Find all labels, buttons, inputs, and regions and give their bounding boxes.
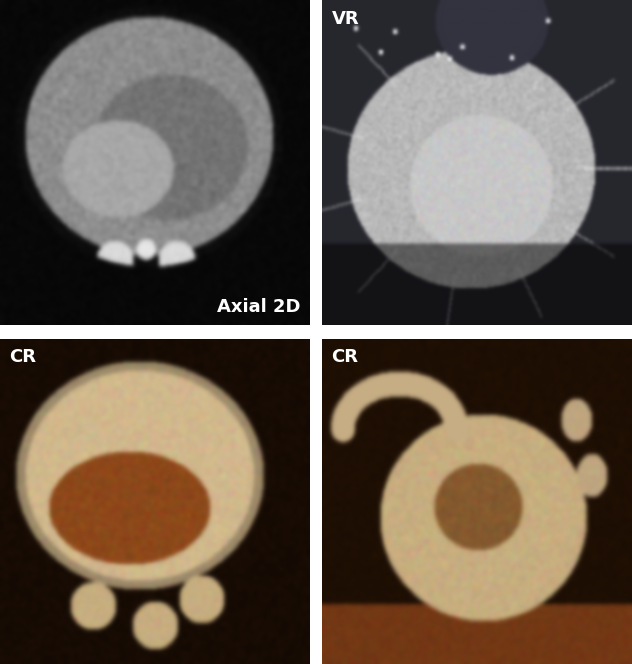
Text: CR: CR [332,349,358,367]
Text: VR: VR [332,10,359,28]
Text: CR: CR [9,349,36,367]
Text: Axial 2D: Axial 2D [217,297,300,315]
